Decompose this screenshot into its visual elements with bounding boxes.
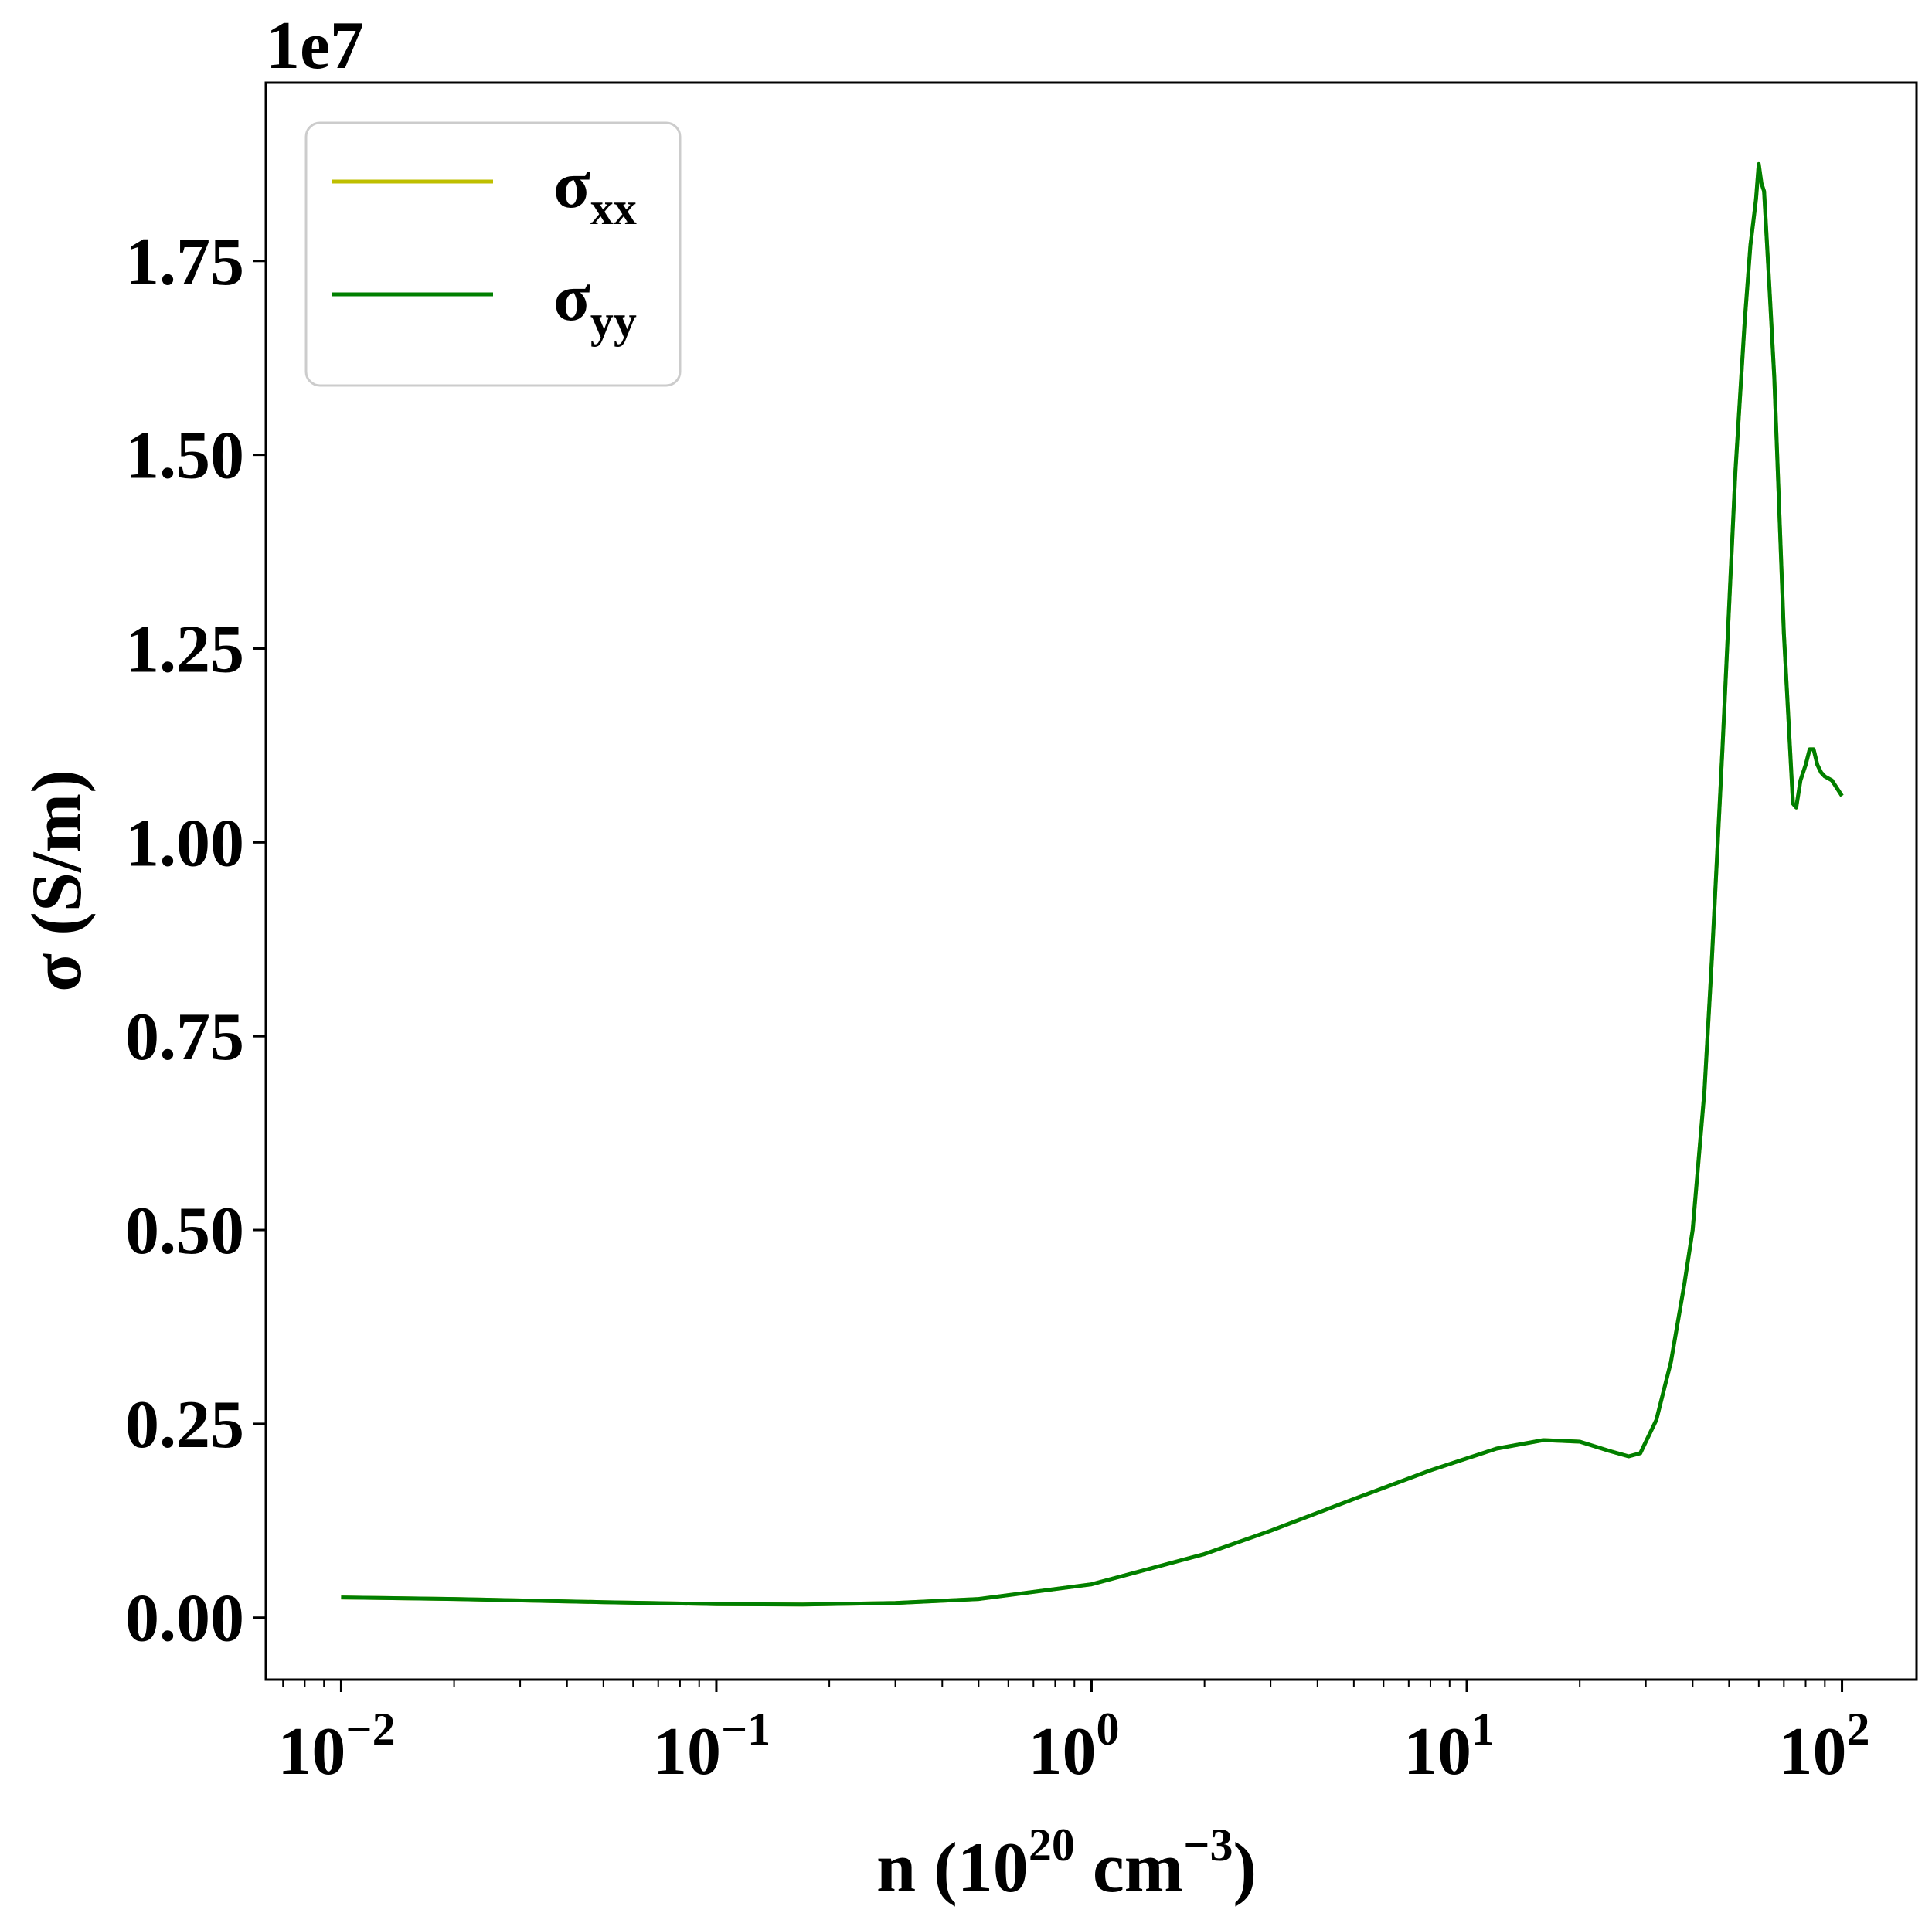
series-line-yy bbox=[341, 161, 1844, 1607]
x-axis-label: n (1020 cm−3) bbox=[876, 1819, 1257, 1907]
y-tick-label: 1.50 bbox=[125, 419, 244, 494]
x-tick-label: 10−1 bbox=[653, 1704, 770, 1789]
x-tick-label: 100 bbox=[1028, 1704, 1119, 1789]
x-tick-label: 10−2 bbox=[277, 1704, 395, 1789]
plot-frame bbox=[264, 81, 1918, 1681]
offset-text: 1e7 bbox=[266, 8, 364, 83]
legend-box bbox=[304, 121, 682, 387]
x-axis-ticks: 10−2 10−1 100 101 102 bbox=[277, 1680, 1870, 1789]
y-tick-label: 0.50 bbox=[125, 1194, 244, 1269]
y-axis-ticks: 0.00 0.25 0.50 0.75 1.00 1.25 1.50 1.75 bbox=[125, 225, 266, 1656]
y-tick-label: 1.00 bbox=[125, 806, 244, 881]
y-tick-label: 0.00 bbox=[125, 1582, 244, 1656]
x-tick-label: 102 bbox=[1779, 1704, 1870, 1789]
y-tick-label: 1.25 bbox=[125, 612, 244, 687]
legend: σxx σyy bbox=[304, 121, 682, 387]
y-tick-label: 0.25 bbox=[125, 1388, 244, 1463]
legend-label-sigma-xx: σxx bbox=[553, 148, 637, 234]
x-tick-label: 101 bbox=[1403, 1704, 1495, 1789]
series-layer bbox=[341, 161, 1844, 1607]
legend-label-sigma-yy: σyy bbox=[553, 260, 637, 347]
y-tick-label: 0.75 bbox=[125, 1000, 244, 1075]
y-tick-label: 1.75 bbox=[125, 225, 244, 300]
y-axis-label: σ (S/m) bbox=[17, 770, 96, 992]
